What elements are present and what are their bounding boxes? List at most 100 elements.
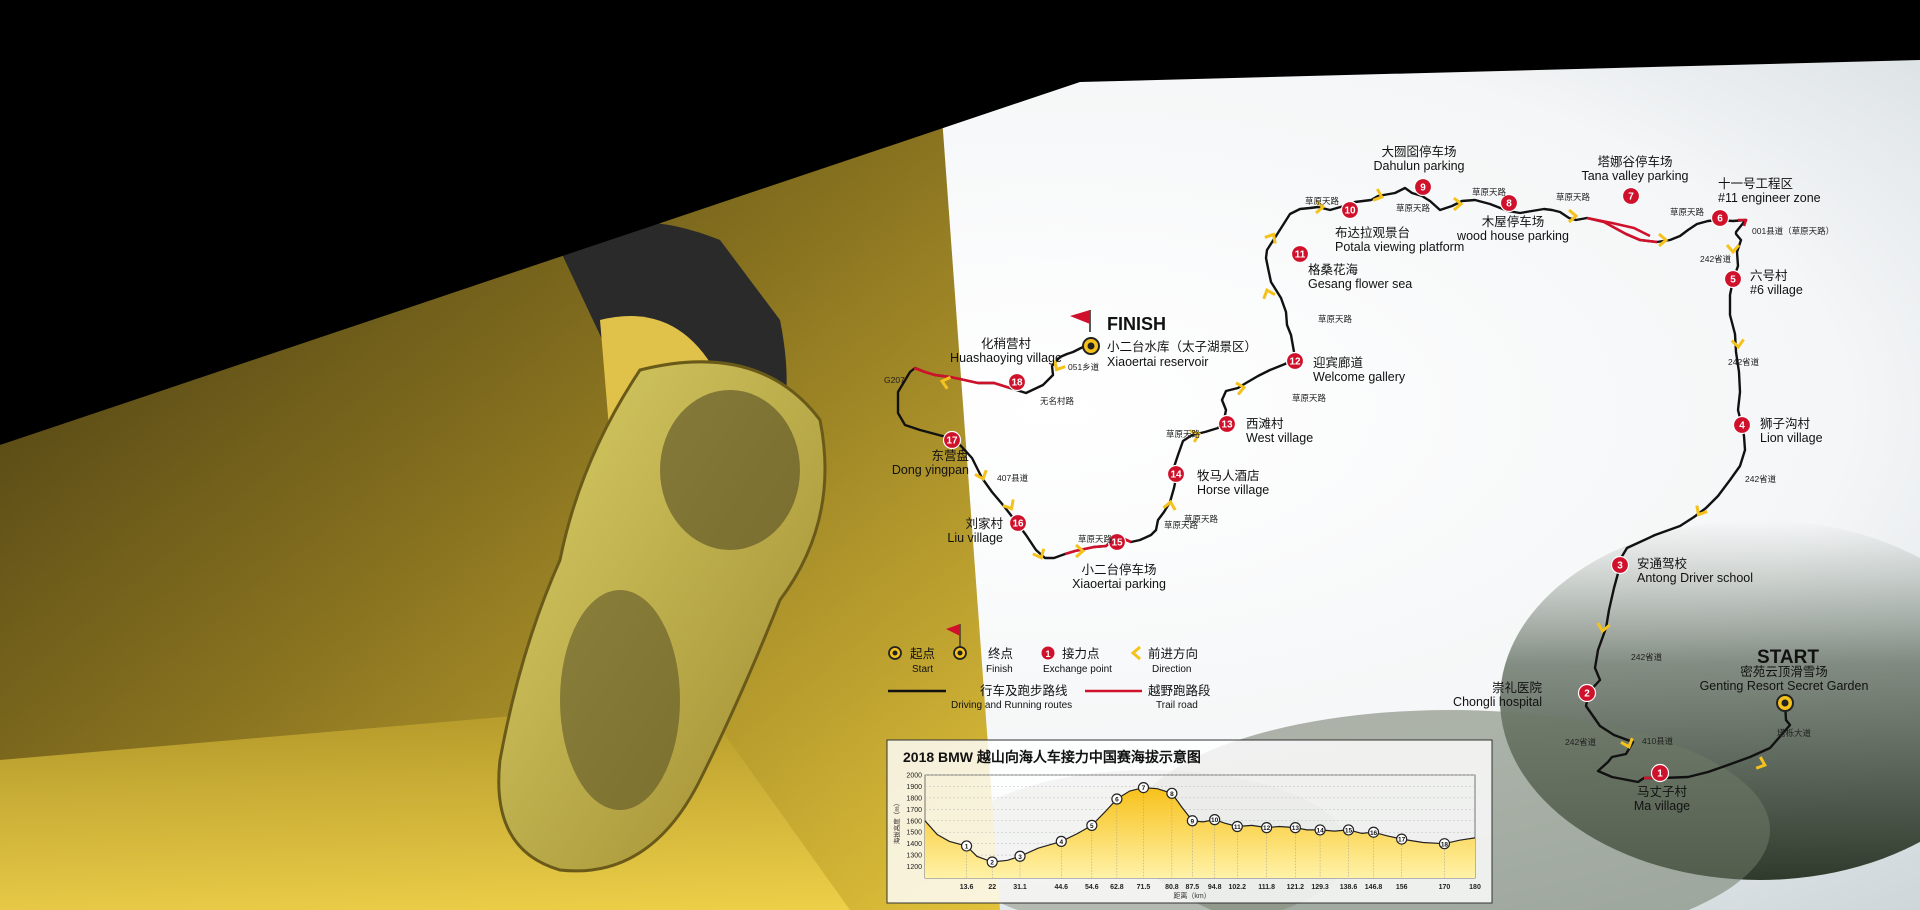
exchange-point-name-en: Antong Driver school: [1637, 571, 1753, 585]
direction-arrow-icon: [1053, 360, 1066, 372]
exchange-point-name-en: #6 village: [1750, 283, 1803, 297]
direction-arrow-icon: [1315, 199, 1326, 215]
direction-arrow-icon: [1695, 505, 1708, 517]
direction-arrow-icon: [1189, 429, 1201, 443]
finish-name-en: Xiaoertai reservoir: [1107, 355, 1208, 369]
road-label: 242省道: [1728, 357, 1760, 367]
elevation-ytick: 1600: [906, 818, 922, 825]
exchange-point-name-en: #11 engineer zone: [1718, 191, 1821, 205]
exchange-point-name-cn: 小二台停车场: [1081, 562, 1156, 577]
exchange-point-name-cn: 布达拉观景台: [1335, 225, 1410, 240]
road-label: 无名村路: [1040, 396, 1075, 406]
exchange-point-number: 15: [1111, 538, 1123, 549]
exchange-point-number: 18: [1011, 378, 1023, 389]
elevation-marker: 12: [1261, 822, 1273, 878]
elevation-marker: 18: [1438, 838, 1451, 878]
elevation-marker: 2: [986, 856, 998, 878]
elevation-xtick: 170: [1439, 884, 1451, 891]
legend-exchange: 1 接力点 Exchange point: [1041, 646, 1112, 675]
elevation-xtick: 138.6: [1340, 884, 1358, 891]
exchange-point-name-cn: 马丈子村: [1637, 785, 1688, 799]
exchange-point-name-en: Tana valley parking: [1581, 169, 1688, 183]
direction-arrow-icon: [1730, 338, 1745, 350]
exchange-point-name-en: Dahulun parking: [1373, 159, 1464, 173]
road-label: G207: [884, 375, 905, 385]
road-label: 242省道: [1745, 474, 1777, 484]
elevation-ytick: 1900: [906, 784, 922, 791]
exchange-point-name-cn: 刘家村: [965, 516, 1003, 531]
direction-arrow-icon: [1235, 381, 1247, 396]
road-label: 草原天路: [1164, 520, 1199, 530]
legend-direction-icon: [1130, 645, 1141, 661]
legend-trail: 越野跑路段 Trail road: [1085, 683, 1211, 711]
direction-arrow-icon: [1002, 499, 1015, 511]
elevation-marker-number: 14: [1316, 828, 1324, 835]
finish-marker[interactable]: FINISH 小二台水库（太子湖景区） Xiaoertai reservoir: [1070, 310, 1257, 369]
elevation-marker-number: 1: [965, 844, 969, 851]
road-label: 塔栎大道: [1777, 728, 1812, 738]
elevation-xtick: 31.1: [1013, 884, 1027, 891]
road-label: 草原天路: [1184, 514, 1219, 524]
elevation-marker-number: 12: [1263, 825, 1271, 832]
elevation-title: 2018 BMW 越山向海人车接力中国赛海拔示意图: [903, 749, 1201, 765]
legend-route-cn: 行车及跑步路线: [980, 683, 1068, 698]
elevation-marker-number: 13: [1292, 825, 1300, 832]
legend-direction-cn: 前进方向: [1148, 646, 1198, 661]
exchange-point-name-en: wood house parking: [1456, 229, 1569, 243]
elevation-xtick: 111.8: [1258, 884, 1275, 891]
legend-direction-en: Direction: [1152, 664, 1191, 675]
exchange-point-name-cn: 格桑花海: [1308, 262, 1359, 277]
road-label: 051乡道: [1068, 362, 1100, 372]
elevation-marker-number: 10: [1211, 817, 1219, 824]
exchange-point-name-cn: 迎宾廊道: [1313, 355, 1364, 370]
svg-text:1: 1: [1045, 649, 1050, 659]
legend-start-en: Start: [912, 664, 933, 675]
exchange-point-number: 9: [1420, 183, 1426, 194]
exchange-point[interactable]: 5 六号村#6 village: [1723, 269, 1803, 297]
elevation-marker-number: 4: [1059, 839, 1063, 846]
legend-flag-icon: [946, 624, 960, 636]
elevation-marker: 7: [1137, 781, 1150, 878]
elevation-marker: 9: [1186, 815, 1198, 878]
exchange-point-number: 14: [1170, 470, 1182, 481]
exchange-point-number: 5: [1730, 275, 1736, 286]
road-label: 草原天路: [1318, 314, 1353, 324]
elevation-marker-number: 15: [1345, 828, 1353, 835]
elevation-xtick: 54.6: [1085, 884, 1099, 891]
exchange-point[interactable]: 6 十一号工程区#11 engineer zone: [1710, 176, 1821, 228]
elevation-marker-number: 6: [1115, 797, 1119, 804]
start-marker[interactable]: START 密苑云顶滑雪场 Genting Resort Secret Gard…: [1700, 647, 1869, 712]
elevation-xtick: 22: [988, 884, 996, 891]
elevation-marker: 10: [1209, 814, 1221, 878]
exchange-point-name-cn: 化稍营村: [981, 337, 1032, 351]
direction-arrow-icon: [1453, 196, 1464, 212]
start-name-en: Genting Resort Secret Garden: [1700, 679, 1869, 693]
elevation-marker: 17: [1396, 833, 1408, 878]
exchange-point-name-en: Dong yingpan: [892, 463, 969, 477]
legend: 起点 Start 终点 Finish 1 接力点 Exchange point …: [888, 624, 1211, 711]
road-label: 草原天路: [1292, 393, 1327, 403]
legend-finish-cn: 终点: [988, 646, 1013, 661]
exchange-point-name-cn: 牧马人酒店: [1197, 469, 1260, 483]
elevation-xtick: 156: [1396, 884, 1408, 891]
exchange-point-number: 1: [1657, 769, 1663, 780]
elevation-ytick: 1400: [906, 841, 922, 848]
